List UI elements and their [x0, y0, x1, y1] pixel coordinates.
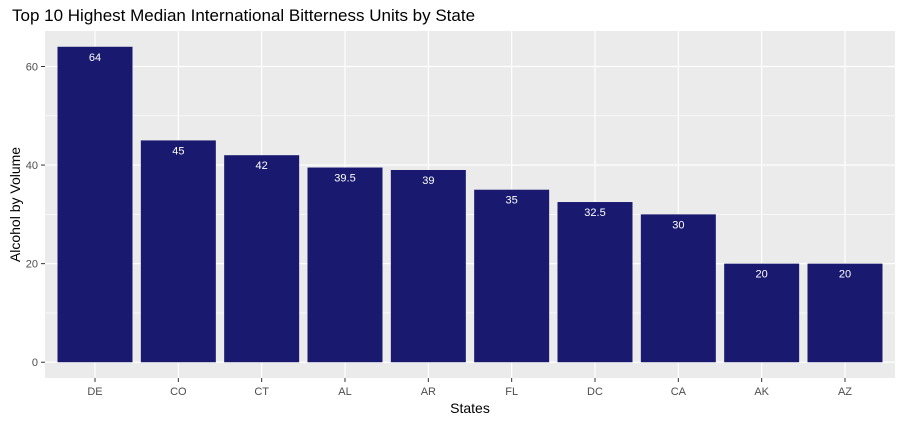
data-label: 35	[506, 195, 518, 207]
x-tick-label: DC	[587, 386, 603, 398]
data-label: 20	[756, 269, 768, 281]
data-label: 20	[839, 269, 851, 281]
x-tick-label: AZ	[838, 386, 852, 398]
bar-fl	[474, 189, 550, 363]
y-tick-label: 0	[32, 357, 38, 369]
data-label: 45	[172, 145, 184, 157]
bar-co	[140, 140, 216, 363]
y-tick-label: 40	[26, 160, 38, 172]
y-axis-title: Alcohol by Volume	[7, 147, 23, 262]
x-tick-label: DE	[87, 386, 102, 398]
data-label: 64	[89, 52, 101, 64]
bar-az	[807, 263, 883, 363]
bar-ca	[640, 214, 716, 363]
bar-al	[307, 167, 383, 363]
data-label: 39	[422, 175, 434, 187]
bar-ar	[390, 169, 466, 363]
x-tick-label: CT	[254, 386, 269, 398]
data-label: 42	[256, 160, 268, 172]
x-tick-label: AL	[338, 386, 351, 398]
data-label: 30	[672, 219, 684, 231]
data-label: 32.5	[584, 207, 605, 219]
bar-de	[57, 46, 133, 363]
x-tick-label: CA	[671, 386, 687, 398]
bar-ak	[724, 263, 800, 363]
bar-ct	[224, 155, 300, 363]
chart-title: Top 10 Highest Median International Bitt…	[12, 6, 476, 25]
x-tick-label: FL	[505, 386, 518, 398]
x-tick-label: AR	[421, 386, 436, 398]
y-tick-label: 20	[26, 259, 38, 271]
x-tick-label: AK	[754, 386, 769, 398]
data-label: 39.5	[334, 173, 355, 185]
x-tick-label: CO	[170, 386, 187, 398]
y-tick-label: 60	[26, 61, 38, 73]
bar-dc	[557, 202, 633, 363]
x-axis-title: States	[450, 400, 490, 416]
